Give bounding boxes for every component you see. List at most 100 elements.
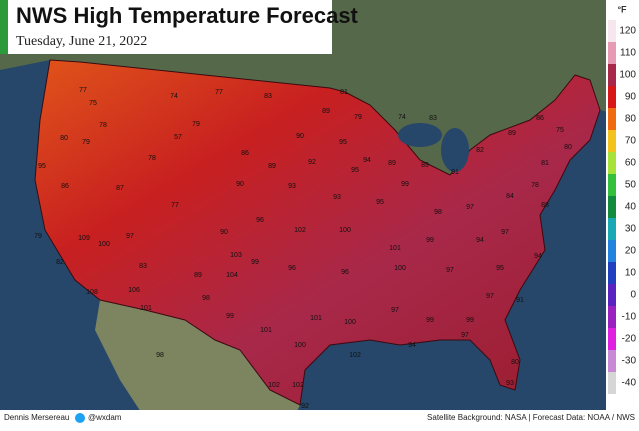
temperature-reading: 84	[506, 193, 514, 200]
legend-label: 110	[620, 48, 636, 59]
temperature-reading: 102	[294, 227, 306, 234]
temperature-reading: 81	[340, 89, 348, 96]
temperature-reading: 97	[466, 204, 474, 211]
footer-bar	[0, 410, 639, 426]
temperature-reading: 92	[308, 159, 316, 166]
legend-label: 0	[630, 290, 636, 301]
temperature-reading: 101	[310, 315, 322, 322]
temperature-reading: 96	[256, 217, 264, 224]
temperature-reading: 80	[564, 144, 572, 151]
legend-swatch	[608, 218, 616, 240]
temperature-reading: 57	[174, 134, 182, 141]
legend-label: 120	[619, 26, 636, 37]
temperature-reading: 74	[170, 93, 178, 100]
temperature-reading: 97	[446, 267, 454, 274]
temperature-reading: 75	[89, 100, 97, 107]
temperature-reading: 99	[251, 259, 259, 266]
legend-swatch	[608, 350, 616, 372]
legend-label: 90	[625, 92, 637, 103]
temperature-reading: 91	[451, 169, 459, 176]
temperature-reading: 95	[339, 139, 347, 146]
temperature-reading: 89	[322, 108, 330, 115]
legend-label: 20	[625, 246, 637, 257]
temperature-reading: 96	[341, 269, 349, 276]
temperature-reading: 75	[556, 127, 564, 134]
subtitle: Tuesday, June 21, 2022	[16, 34, 147, 49]
footer-handle: @wxdam	[88, 413, 122, 422]
temperature-reading: 89	[421, 162, 429, 169]
temperature-reading: 92	[301, 403, 309, 410]
legend-label: 40	[625, 202, 637, 213]
temperature-reading: 81	[541, 160, 549, 167]
temperature-reading: 100	[344, 319, 356, 326]
temperature-reading: 97	[486, 293, 494, 300]
temperature-reading: 94	[534, 253, 542, 260]
temperature-reading: 102	[268, 382, 280, 389]
temperature-reading: 98	[202, 295, 210, 302]
temperature-reading: 102	[349, 352, 361, 359]
temperature-reading: 94	[476, 237, 484, 244]
legend-label: -40	[622, 378, 637, 389]
temperature-reading: 78	[531, 182, 539, 189]
temperature-reading: 79	[354, 114, 362, 121]
legend-label: 80	[625, 114, 637, 125]
temperature-reading: 82	[476, 147, 484, 154]
temperature-reading: 90	[236, 181, 244, 188]
legend-swatch	[608, 64, 616, 86]
temperature-reading: 78	[99, 122, 107, 129]
legend-label: -20	[622, 334, 637, 345]
temperature-reading: 77	[171, 202, 179, 209]
temperature-reading: 89	[388, 160, 396, 167]
legend-swatch	[608, 108, 616, 130]
temperature-reading: 80	[60, 135, 68, 142]
temperature-reading: 100	[394, 265, 406, 272]
legend-label: 30	[625, 224, 637, 235]
temperature-reading: 89	[194, 272, 202, 279]
footer-credit: Dennis Mersereau	[4, 413, 69, 422]
legend-swatch	[608, 372, 616, 394]
temperature-reading: 104	[226, 272, 238, 279]
legend-swatch	[608, 86, 616, 108]
temperature-reading: 102	[292, 382, 304, 389]
temperature-reading: 109	[78, 235, 90, 242]
legend-swatch	[608, 20, 616, 42]
temperature-reading: 95	[496, 265, 504, 272]
temperature-reading: 98	[156, 352, 164, 359]
temperature-reading: 83	[429, 115, 437, 122]
temperature-reading: 99	[226, 313, 234, 320]
legend-swatch	[608, 130, 616, 152]
temperature-reading: 99	[426, 237, 434, 244]
temperature-reading: 97	[391, 307, 399, 314]
temperature-reading: 93	[506, 380, 514, 387]
temperature-reading: 99	[426, 317, 434, 324]
great-lakes	[441, 128, 469, 172]
temperature-reading: 94	[408, 342, 416, 349]
legend-swatch	[608, 262, 616, 284]
temperature-reading: 89	[508, 130, 516, 137]
temperature-reading: 90	[296, 133, 304, 140]
temperature-reading: 99	[466, 317, 474, 324]
temperature-reading: 83	[264, 93, 272, 100]
title: NWS High Temperature Forecast	[16, 3, 359, 28]
temperature-reading: 90	[220, 229, 228, 236]
legend-swatch	[608, 240, 616, 262]
temperature-reading: 79	[192, 121, 200, 128]
legend-label: -10	[622, 312, 637, 323]
great-lakes	[398, 123, 442, 147]
temperature-reading: 79	[82, 139, 90, 146]
temperature-reading: 97	[126, 233, 134, 240]
temperature-reading: 94	[363, 157, 371, 164]
temperature-reading: 86	[61, 183, 69, 190]
title-accent	[0, 0, 8, 54]
legend-label: -30	[622, 356, 637, 367]
temperature-reading: 99	[401, 181, 409, 188]
temperature-reading: 88	[541, 202, 549, 209]
temperature-reading: 77	[79, 87, 87, 94]
legend-label: 100	[619, 70, 636, 81]
temperature-reading: 89	[268, 163, 276, 170]
temperature-reading: 96	[288, 265, 296, 272]
temperature-reading: 80	[511, 359, 519, 366]
legend-swatch	[608, 196, 616, 218]
temperature-reading: 97	[461, 332, 469, 339]
